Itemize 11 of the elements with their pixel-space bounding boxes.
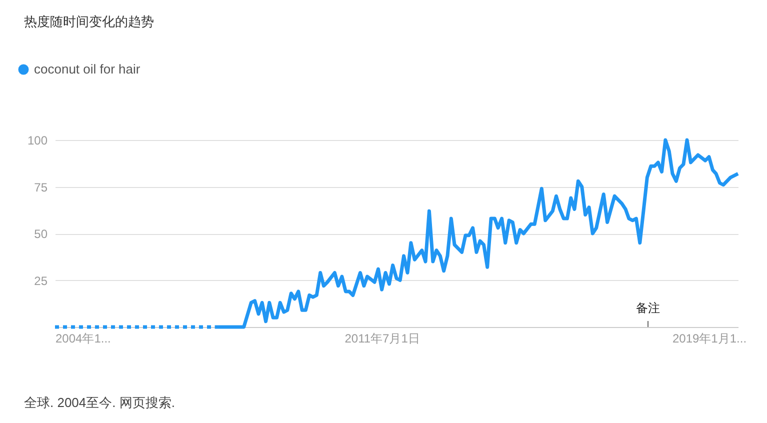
- y-tick-label: 25: [34, 274, 48, 288]
- chart-title: 热度随时间变化的趋势: [24, 14, 154, 29]
- annotation: 备注: [636, 301, 660, 315]
- x-tick-label: 2011年7月1日: [344, 332, 420, 346]
- y-tick-label: 50: [34, 227, 48, 241]
- text: 全球. 2004至今. 网页搜索.: [24, 395, 175, 410]
- y-tick-label: 75: [34, 180, 48, 194]
- x-tick-label: 2019年1月1...: [672, 332, 747, 346]
- legend-label: coconut oil for hair: [34, 62, 141, 76]
- x-tick-label: 2004年1...: [56, 332, 111, 346]
- y-tick-label: 100: [27, 134, 48, 148]
